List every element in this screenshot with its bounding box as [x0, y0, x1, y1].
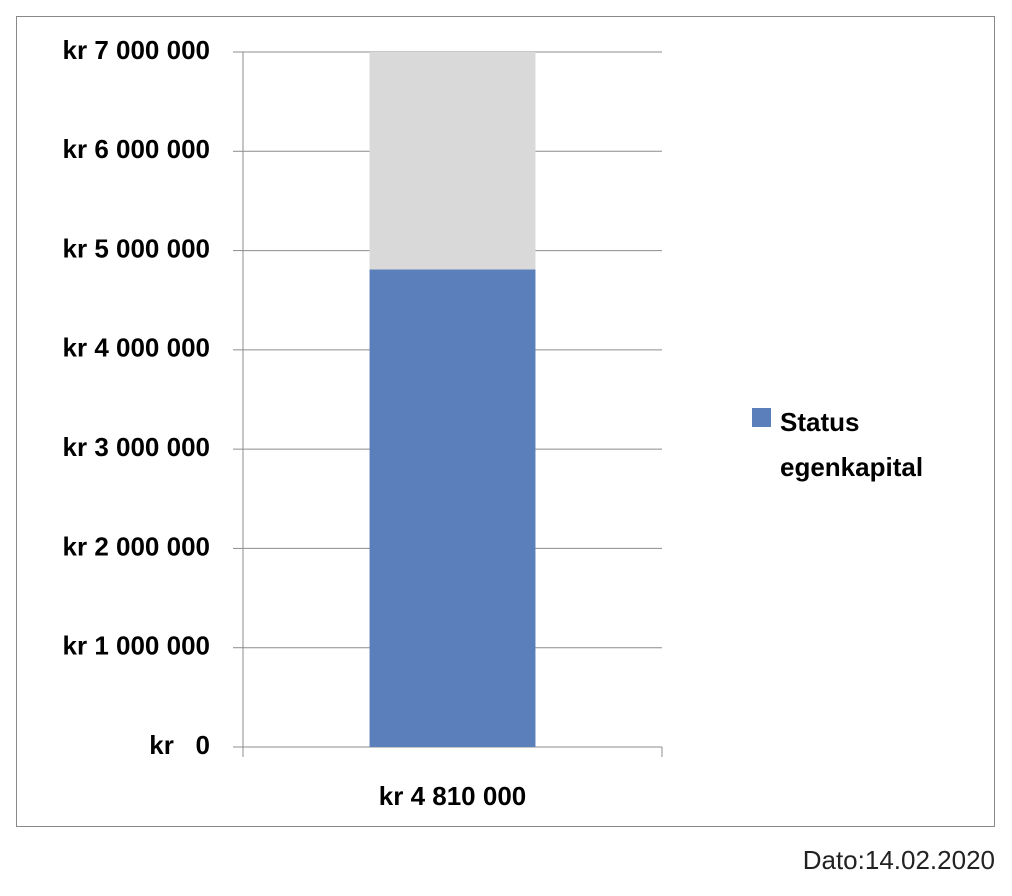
y-tick-label: kr 6 000 000 — [63, 134, 210, 164]
y-tick-label: kr 5 000 000 — [63, 233, 210, 263]
y-tick-label: kr 7 000 000 — [63, 35, 210, 65]
y-tick-label: kr 4 000 000 — [63, 333, 210, 363]
y-tick-label: kr 1 000 000 — [63, 631, 210, 661]
date-annotation: Dato:14.02.2020 — [803, 845, 995, 875]
legend-swatch — [752, 408, 771, 427]
y-tick-label: kr 3 000 000 — [63, 432, 210, 462]
x-tick-label: kr 4 810 000 — [379, 781, 526, 811]
bar-segment — [369, 269, 536, 747]
legend-label: Status egenkapital — [780, 407, 924, 482]
bar-segment — [369, 52, 536, 270]
y-tick-label: kr 2 000 000 — [63, 531, 210, 561]
y-tick-label: kr 0 — [149, 730, 210, 760]
